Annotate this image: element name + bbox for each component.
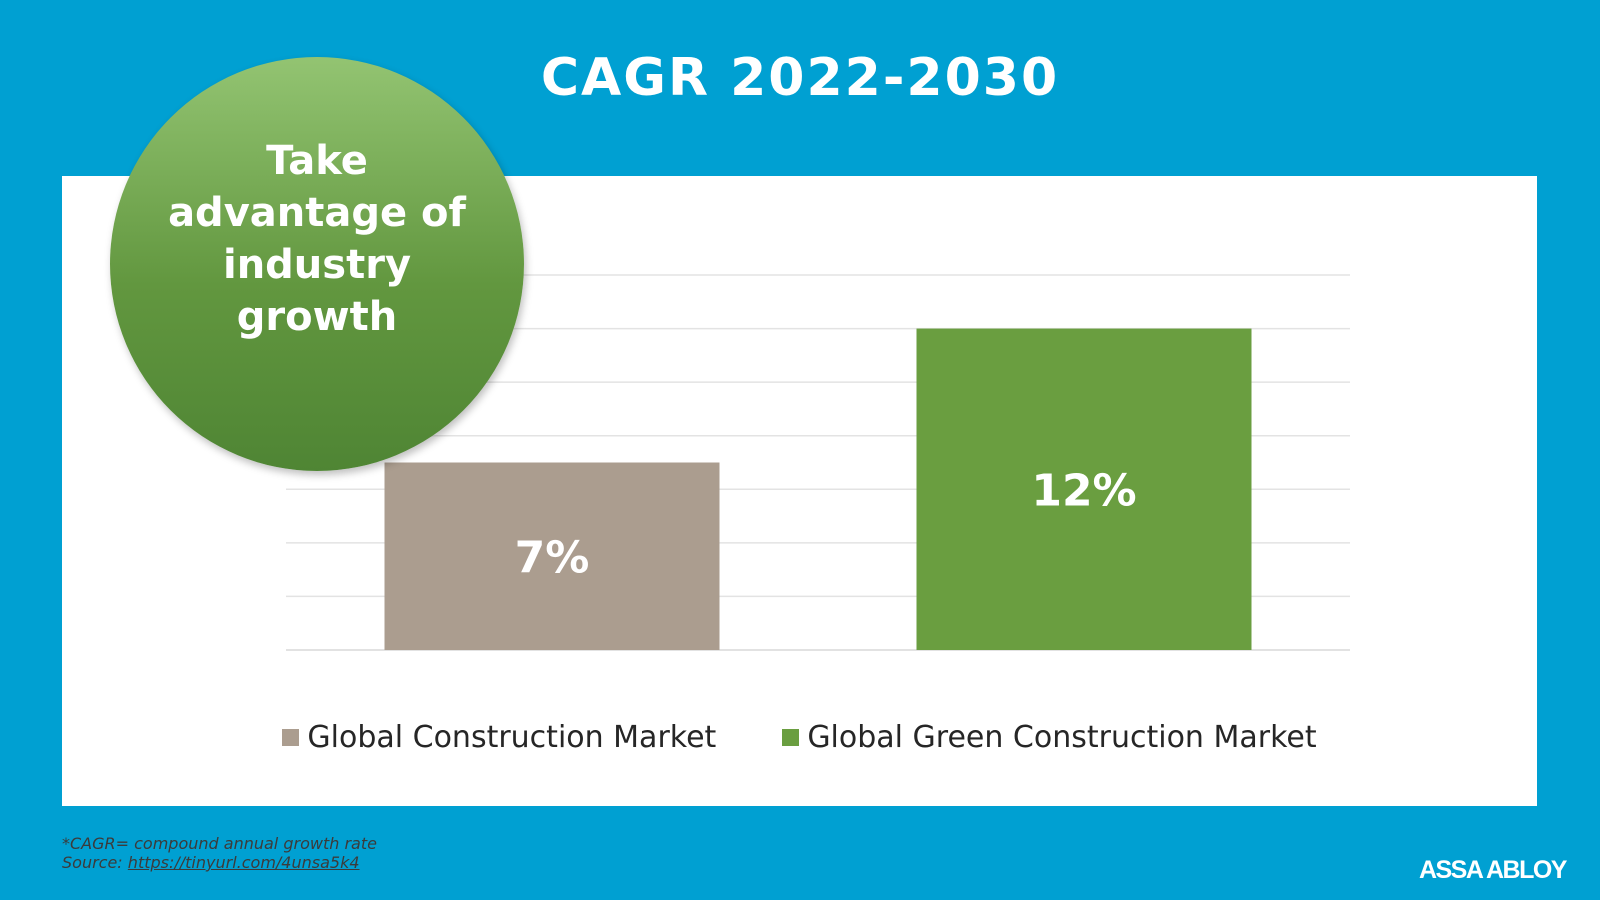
data-label-construction: 7% — [515, 532, 590, 583]
legend-swatch-construction — [282, 729, 300, 746]
legend-swatch-green-construction — [782, 729, 800, 746]
chart-data-labels: 7% 12% — [515, 465, 1137, 583]
bar-construction — [384, 462, 720, 650]
slide-title: CAGR 2022-2030 — [540, 48, 1060, 108]
chart-legend: Global Construction Market Global Green … — [62, 720, 1537, 755]
badge-text: Take advantage of industry growth — [168, 138, 466, 340]
source-link[interactable]: https://tinyurl.com/4unsa5k4 — [127, 853, 360, 872]
legend-entry-construction: Global Construction Market — [282, 720, 716, 755]
cagr-definition: *CAGR= compound annual growth rate — [62, 834, 377, 853]
legend-label-green-construction: Global Green Construction Market — [807, 720, 1317, 755]
source-label: Source: — [62, 853, 123, 872]
footnote: *CAGR= compound annual growth rate Sourc… — [62, 834, 377, 872]
bar-green-construction — [916, 328, 1252, 650]
source-line: Source: https://tinyurl.com/4unsa5k4 — [62, 853, 377, 872]
growth-badge-circle: Take advantage of industry growth — [110, 57, 524, 471]
assa-abloy-logo: ASSA ABLOY — [1418, 856, 1568, 884]
data-label-green-construction: 12% — [1031, 465, 1136, 516]
legend-label-construction: Global Construction Market — [307, 720, 717, 755]
chart-bars — [384, 328, 1252, 650]
legend-entry-green-construction: Global Green Construction Market — [782, 720, 1317, 755]
